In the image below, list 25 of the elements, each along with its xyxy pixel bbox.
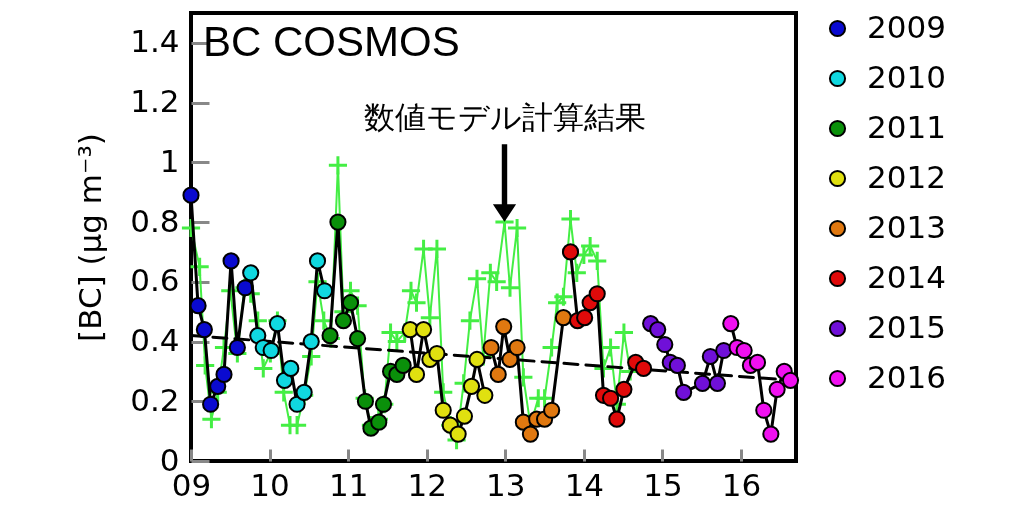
legend-label: 2016 (867, 358, 946, 395)
x-tick-label: 13 (486, 466, 526, 503)
y-tick-label: 0.4 (130, 322, 180, 359)
x-tick-label: 14 (564, 466, 605, 503)
legend-label: 2012 (867, 158, 946, 195)
y-tick-label: 0.6 (130, 262, 180, 299)
x-tick-label: 15 (643, 466, 683, 503)
x-tick-label: 16 (721, 466, 762, 503)
legend-label: 2009 (867, 8, 946, 45)
x-tick-label: 11 (328, 466, 369, 503)
annotation: BC COSMOS (203, 18, 460, 65)
y-tick-label: 1 (159, 142, 180, 179)
legend-label: 2010 (867, 58, 946, 95)
y-axis-title: [BC] (μg m⁻³) (72, 133, 109, 342)
y-tick-label: 0.8 (130, 202, 180, 239)
x-tick-label: 12 (407, 466, 447, 503)
y-tick-label: 0.2 (130, 381, 180, 418)
legend-label: 2011 (867, 108, 946, 145)
legend-label: 2013 (867, 208, 946, 245)
annotation: 数値モデル計算結果 (363, 99, 646, 136)
x-tick-label: 10 (250, 466, 290, 503)
legend-label: 2014 (867, 258, 946, 295)
y-tick-label: 1.2 (130, 83, 180, 120)
y-tick-label: 1.4 (130, 23, 180, 60)
legend-label: 2015 (867, 308, 946, 345)
